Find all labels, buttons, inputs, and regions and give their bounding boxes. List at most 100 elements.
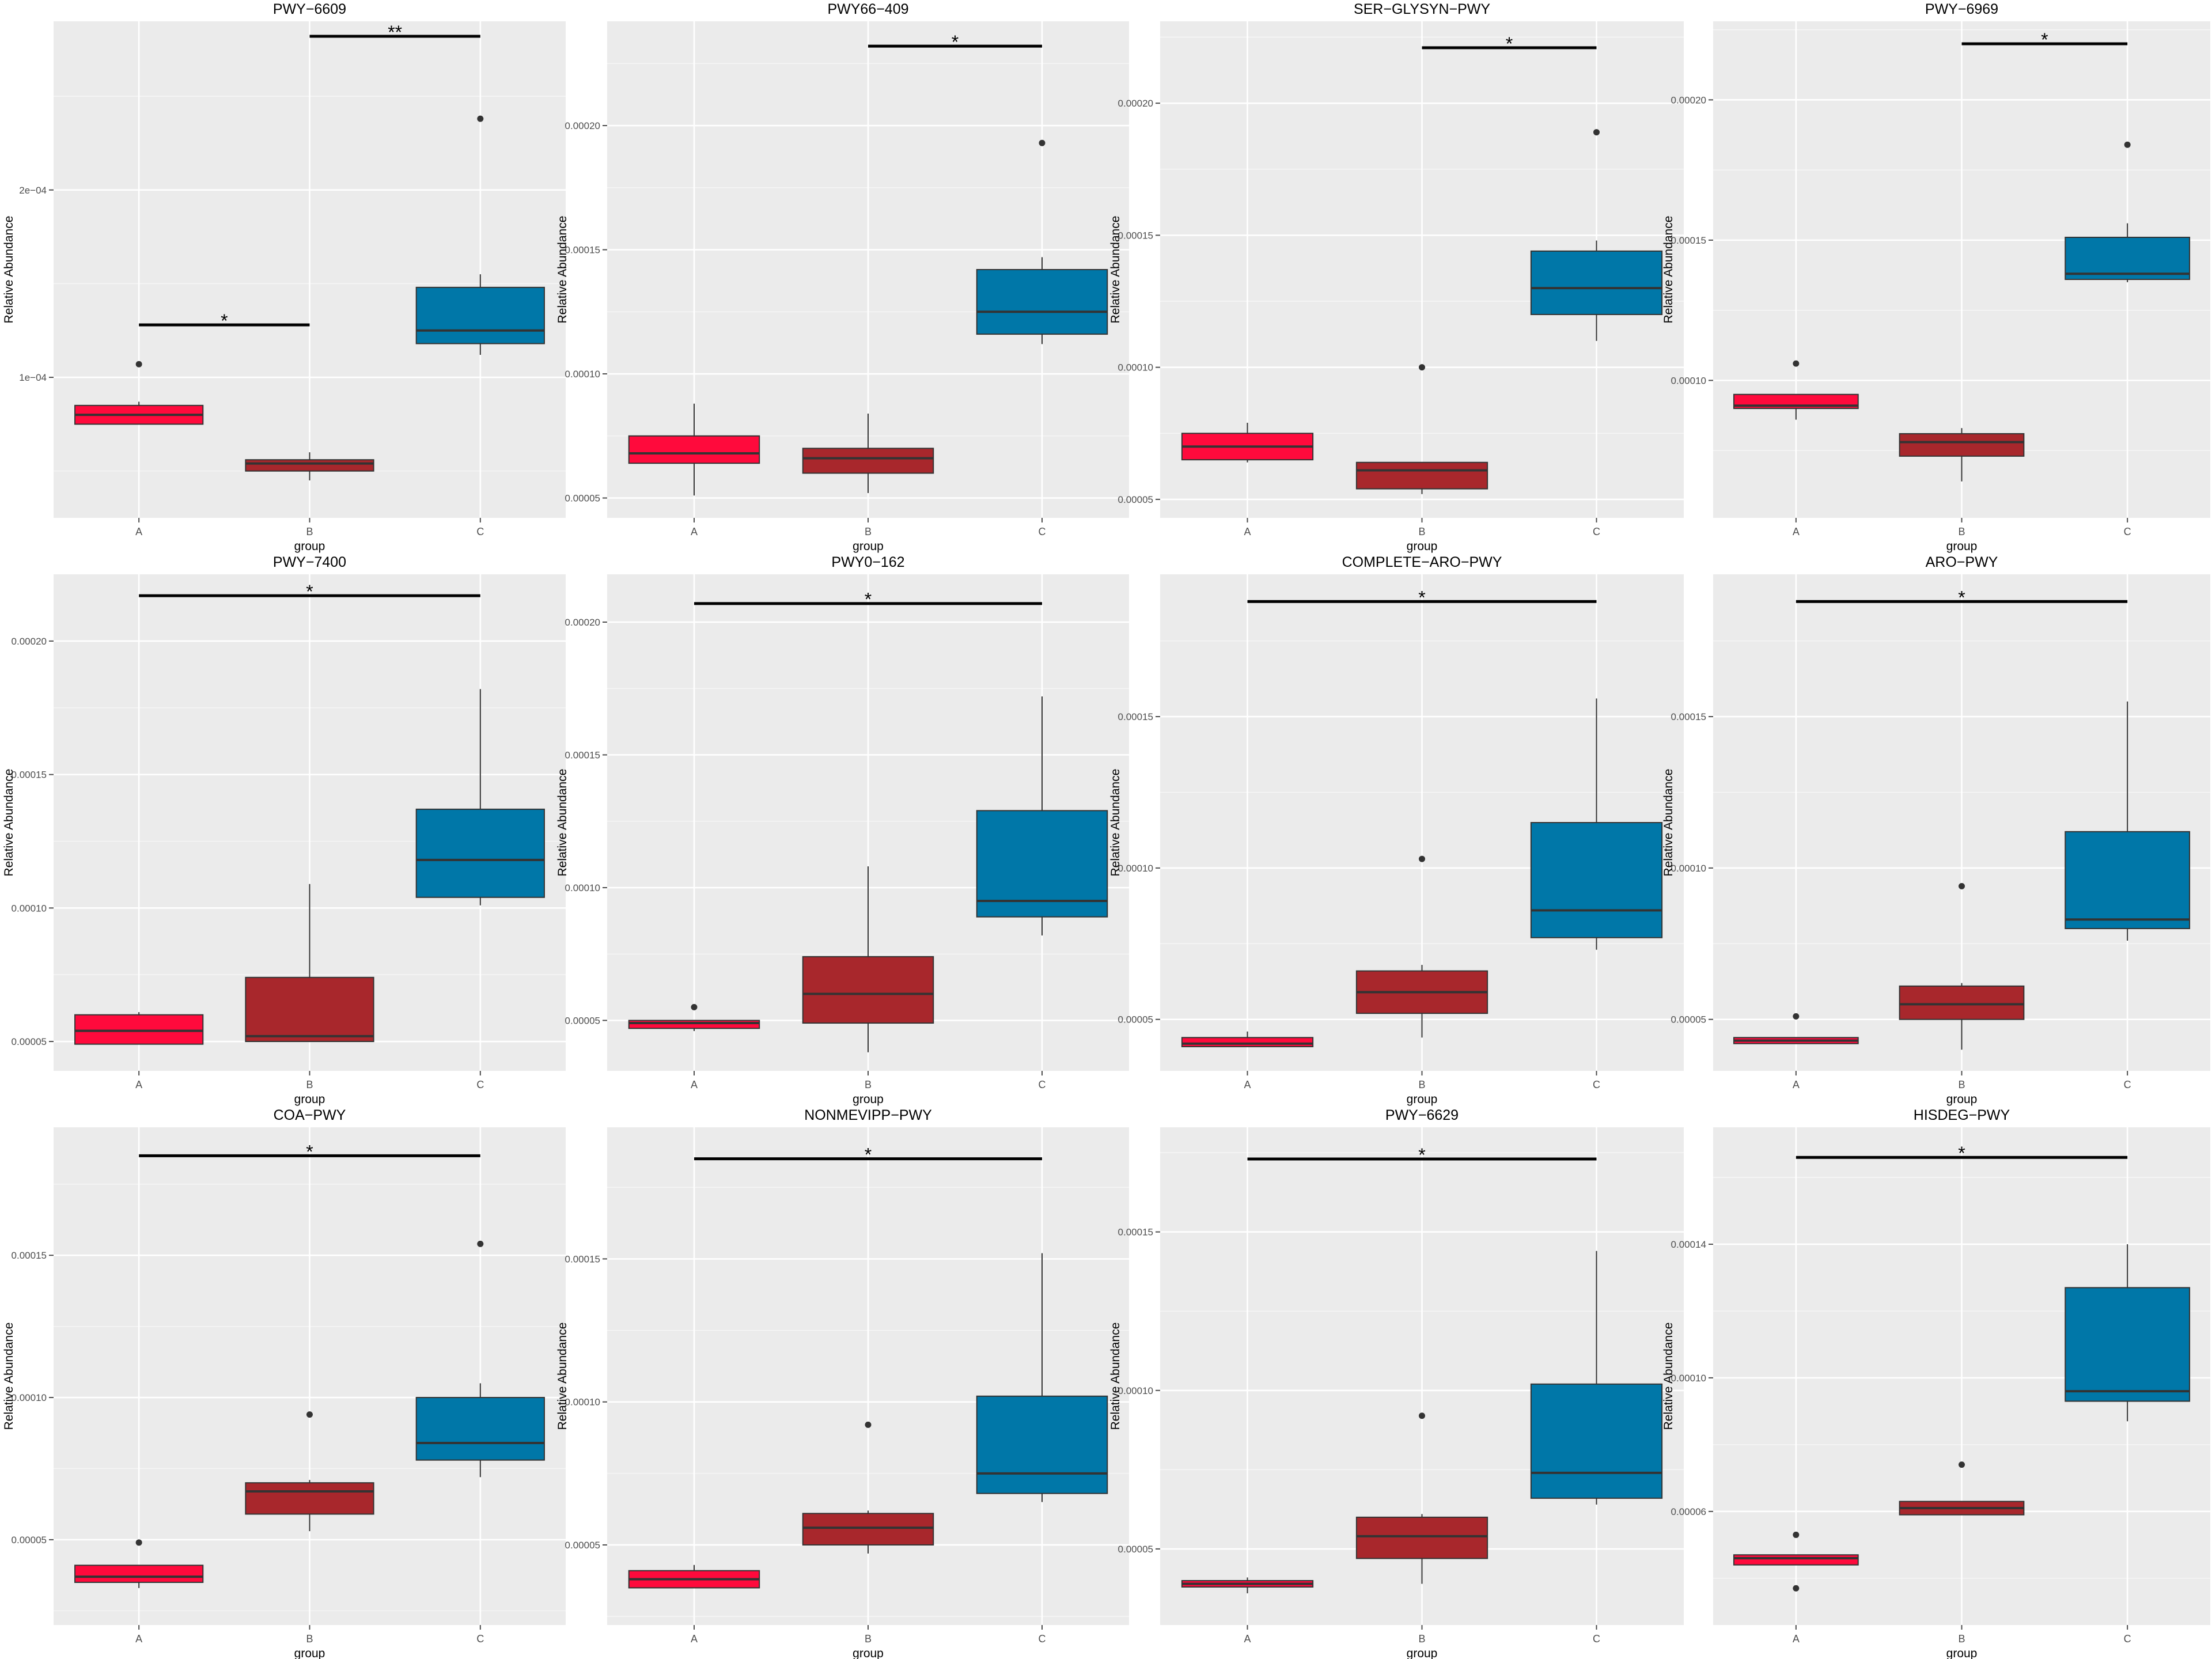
box-group-a (74, 1539, 204, 1588)
chart-panel: 0.00005 0.00010 0.00015 0.00020 A B C * SER−GLYS… (1109, 1, 1684, 553)
x-tick-label: C (1039, 526, 1046, 537)
x-tick-label: C (1593, 1079, 1600, 1090)
outlier-point (2124, 141, 2131, 148)
y-tick-label: 0.00005 (1671, 1014, 1706, 1025)
y-axis-label: Relative Abundance (1109, 769, 1122, 877)
x-axis-label: group (853, 540, 884, 553)
x-axis-label: group (853, 1647, 884, 1659)
y-tick-label: 0.00020 (565, 617, 600, 628)
x-tick-label: A (691, 1633, 698, 1645)
box-iqr (245, 459, 374, 472)
y-tick-label: 0.00006 (1671, 1506, 1706, 1517)
chart-panel: 0.00006 0.00010 0.00014 A B C * HISDEG−PWY group… (1662, 1107, 2210, 1659)
box-group-b (245, 452, 374, 480)
chart-title: NONMEVIPP−PWY (804, 1107, 932, 1123)
y-tick-label: 0.00010 (1671, 863, 1706, 874)
x-tick-label: A (691, 526, 698, 537)
x-tick-label: C (1039, 1079, 1046, 1090)
outlier-point (477, 115, 484, 122)
significance-label: * (952, 32, 959, 52)
significance-label: * (2041, 29, 2048, 50)
y-axis-label: Relative Abundance (1109, 1323, 1122, 1430)
chart-panel: 0.00005 0.00010 0.00015 0.00020 A B C * PWY0−162… (556, 554, 1129, 1106)
box-group-c (2065, 1244, 2191, 1422)
box-group-b (1899, 882, 2025, 1050)
x-tick-label: B (865, 1633, 872, 1645)
box-group-c (2065, 141, 2191, 282)
chart-title: ARO−PWY (1926, 554, 1998, 570)
y-tick-label: 0.00020 (12, 636, 47, 647)
x-axis-label: group (294, 1093, 325, 1106)
x-axis-label: group (853, 1093, 884, 1106)
box-group-c (976, 139, 1108, 344)
box-group-a (74, 361, 204, 425)
y-tick-label: 0.00020 (1671, 94, 1706, 105)
box-group-c (415, 115, 545, 355)
significance-label: * (1418, 587, 1425, 608)
box-iqr (1733, 1554, 1859, 1566)
x-tick-label: A (1793, 1079, 1800, 1090)
x-tick-label: A (1793, 1633, 1800, 1645)
chart-title: COMPLETE−ARO−PWY (1342, 554, 1502, 570)
significance-label: * (1418, 1145, 1425, 1165)
outlier-point (691, 1003, 698, 1010)
chart-title: COA−PWY (274, 1107, 346, 1123)
outlier-point (1793, 1585, 1800, 1592)
box-iqr (415, 808, 545, 898)
outlier-point (1793, 360, 1800, 367)
chart-title: HISDEG−PWY (1914, 1107, 2010, 1123)
box-group-b (1355, 364, 1488, 494)
box-group-b (802, 866, 934, 1052)
y-tick-label: 0.00010 (12, 903, 47, 914)
outlier-point (306, 1411, 313, 1418)
x-axis-label: group (1946, 1093, 1978, 1106)
box-group-a (628, 403, 760, 496)
y-axis-label: Relative Abundance (2, 1323, 16, 1430)
y-tick-label: 0.00010 (1671, 375, 1706, 386)
y-tick-label: 0.00005 (565, 1015, 600, 1026)
x-tick-label: B (1958, 1633, 1965, 1645)
y-tick-label: 0.00010 (12, 1392, 47, 1403)
x-tick-label: C (476, 1079, 484, 1090)
chart-panel: 0.00005 0.00010 0.00015 A B C * COA−PWY group Rel… (2, 1107, 566, 1659)
box-iqr (1530, 250, 1663, 315)
box-group-b (245, 884, 374, 1043)
box-group-a (1733, 1531, 1859, 1592)
box-iqr (245, 976, 374, 1043)
x-tick-label: C (2124, 1633, 2131, 1645)
box-group-c (1530, 1251, 1663, 1505)
x-tick-label: B (306, 1079, 313, 1090)
y-axis-label: Relative Abundance (556, 769, 569, 877)
y-tick-label: 1e−04 (19, 372, 47, 383)
y-axis-label: Relative Abundance (556, 216, 569, 324)
outlier-point (1793, 1013, 1800, 1020)
outlier-point (1959, 882, 1965, 889)
outlier-point (1419, 855, 1425, 862)
y-tick-label: 0.00015 (1118, 711, 1153, 722)
x-tick-label: B (865, 526, 872, 537)
significance-label: ** (388, 22, 402, 43)
y-tick-label: 0.00005 (12, 1535, 47, 1546)
significance-label: * (1506, 33, 1513, 54)
box-iqr (1355, 461, 1488, 490)
box-iqr (976, 269, 1108, 335)
outlier-point (135, 361, 142, 368)
y-tick-label: 0.00015 (12, 770, 47, 781)
y-tick-label: 0.00014 (1671, 1239, 1706, 1250)
y-tick-label: 0.00010 (1118, 863, 1153, 874)
y-tick-label: 0.00005 (12, 1036, 47, 1047)
box-group-b (1899, 428, 2025, 482)
y-tick-label: 0.00015 (12, 1250, 47, 1261)
x-tick-label: C (1593, 526, 1600, 537)
box-iqr (1530, 822, 1663, 938)
y-tick-label: 0.00010 (1118, 362, 1153, 373)
outlier-point (477, 1240, 484, 1247)
box-iqr (1530, 1383, 1663, 1499)
x-tick-label: B (865, 1079, 872, 1090)
x-tick-label: A (1793, 526, 1800, 537)
x-tick-label: C (2124, 1079, 2131, 1090)
chart-title: PWY−6609 (273, 1, 346, 17)
box-iqr (74, 1014, 204, 1045)
box-group-c (976, 696, 1108, 935)
